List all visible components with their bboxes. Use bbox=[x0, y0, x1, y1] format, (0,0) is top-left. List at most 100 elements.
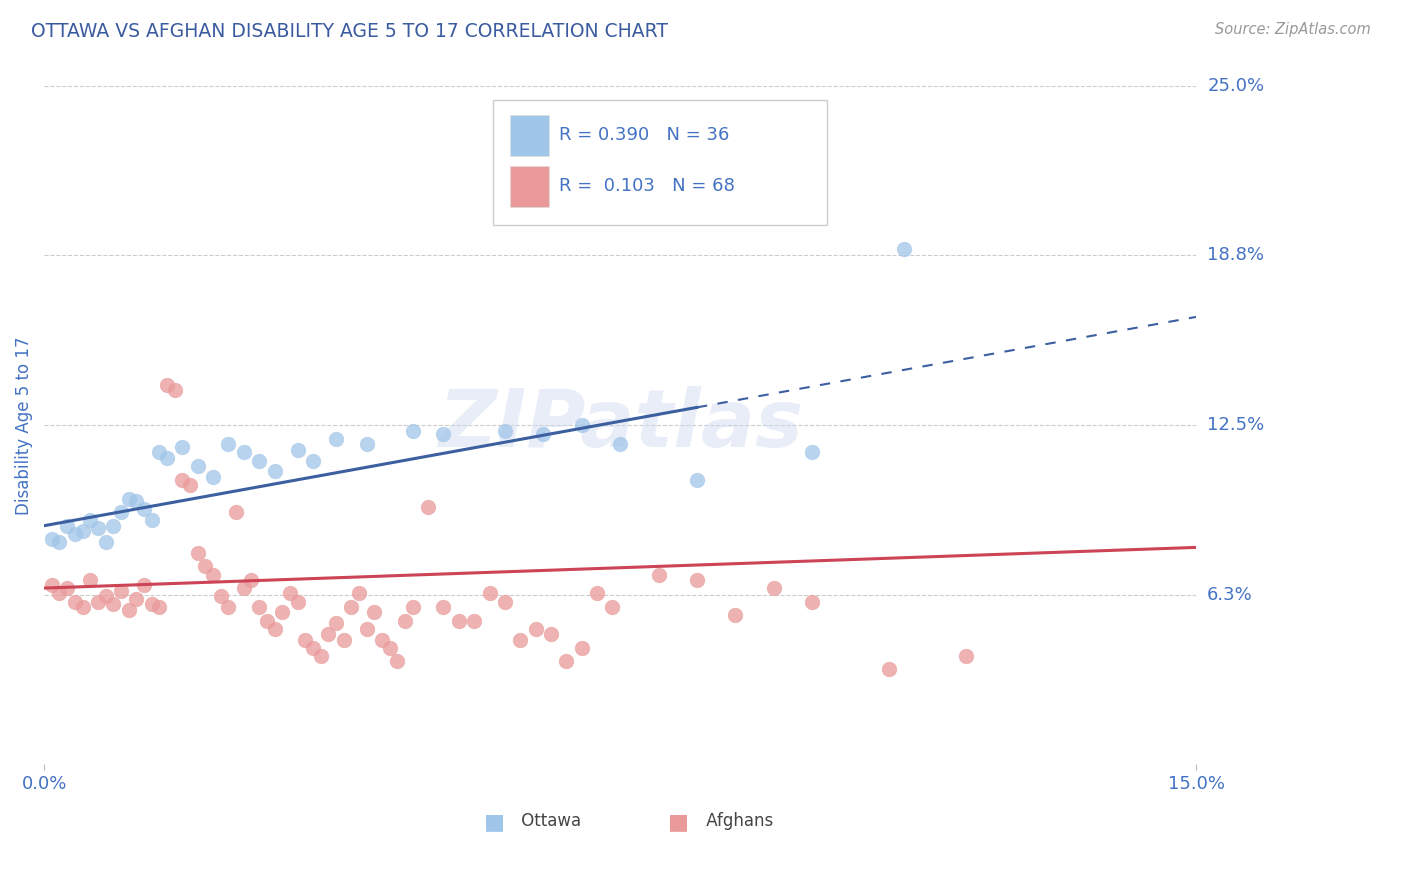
Point bbox=[447, 614, 470, 628]
Point bbox=[117, 603, 139, 617]
Point bbox=[110, 583, 132, 598]
Point bbox=[724, 608, 747, 623]
Point bbox=[132, 502, 155, 516]
Text: ZIPatlas: ZIPatlas bbox=[437, 386, 803, 465]
Point bbox=[156, 450, 179, 465]
Point bbox=[232, 581, 254, 595]
Point bbox=[187, 546, 209, 560]
Point bbox=[402, 424, 425, 438]
Point bbox=[41, 533, 63, 547]
Point bbox=[256, 614, 278, 628]
Point bbox=[79, 573, 101, 587]
Point bbox=[232, 445, 254, 459]
Text: 25.0%: 25.0% bbox=[1208, 78, 1264, 95]
Point bbox=[202, 567, 225, 582]
Point bbox=[287, 442, 309, 457]
Point bbox=[571, 418, 593, 433]
Point bbox=[72, 600, 94, 615]
Point bbox=[463, 614, 485, 628]
Point bbox=[247, 600, 270, 615]
Point bbox=[132, 578, 155, 592]
Point bbox=[432, 426, 454, 441]
Point bbox=[172, 473, 194, 487]
Point bbox=[263, 465, 285, 479]
Point bbox=[56, 518, 79, 533]
Point bbox=[72, 524, 94, 538]
Point bbox=[278, 586, 301, 600]
Y-axis label: Disability Age 5 to 17: Disability Age 5 to 17 bbox=[15, 336, 32, 515]
Point bbox=[87, 521, 110, 535]
FancyBboxPatch shape bbox=[509, 166, 548, 207]
Point bbox=[356, 437, 378, 451]
Point bbox=[117, 491, 139, 506]
Point bbox=[494, 424, 516, 438]
Point bbox=[110, 505, 132, 519]
Point bbox=[240, 573, 263, 587]
Point bbox=[801, 445, 824, 459]
Point bbox=[271, 606, 294, 620]
Point bbox=[540, 627, 562, 641]
Point bbox=[509, 632, 531, 647]
Point bbox=[325, 616, 347, 631]
Point bbox=[801, 594, 824, 608]
Point bbox=[555, 654, 578, 668]
Point bbox=[356, 622, 378, 636]
Text: Afghans: Afghans bbox=[700, 812, 773, 830]
Point bbox=[156, 377, 179, 392]
Point bbox=[287, 594, 309, 608]
Point bbox=[294, 632, 316, 647]
Point bbox=[394, 614, 416, 628]
Point bbox=[187, 458, 209, 473]
Point bbox=[340, 600, 363, 615]
Point bbox=[416, 500, 439, 514]
Point bbox=[63, 526, 86, 541]
Point bbox=[494, 594, 516, 608]
Text: 18.8%: 18.8% bbox=[1208, 245, 1264, 263]
Text: ■: ■ bbox=[484, 812, 505, 831]
Point bbox=[125, 591, 148, 606]
Point bbox=[524, 622, 547, 636]
Point bbox=[378, 640, 401, 655]
Point bbox=[586, 586, 609, 600]
FancyBboxPatch shape bbox=[494, 100, 828, 226]
Point bbox=[172, 440, 194, 454]
Text: R = 0.390   N = 36: R = 0.390 N = 36 bbox=[560, 127, 730, 145]
FancyBboxPatch shape bbox=[509, 115, 548, 156]
Point bbox=[432, 600, 454, 615]
Point bbox=[332, 632, 354, 647]
Point bbox=[371, 632, 394, 647]
Point bbox=[609, 437, 631, 451]
Point bbox=[87, 594, 110, 608]
Point bbox=[94, 589, 117, 603]
Point bbox=[686, 573, 709, 587]
Point bbox=[602, 600, 624, 615]
Point bbox=[141, 598, 163, 612]
Point bbox=[148, 600, 170, 615]
Point bbox=[571, 640, 593, 655]
Point bbox=[877, 662, 900, 676]
Point bbox=[325, 432, 347, 446]
Point bbox=[263, 622, 285, 636]
Point bbox=[363, 606, 385, 620]
Point bbox=[647, 567, 669, 582]
Point bbox=[893, 242, 915, 256]
Text: R =  0.103   N = 68: R = 0.103 N = 68 bbox=[560, 178, 735, 195]
Point bbox=[125, 494, 148, 508]
Point bbox=[217, 437, 239, 451]
Point bbox=[48, 535, 70, 549]
Point bbox=[194, 559, 217, 574]
Point bbox=[302, 640, 325, 655]
Point bbox=[478, 586, 501, 600]
Point bbox=[103, 518, 125, 533]
Point bbox=[531, 426, 554, 441]
Point bbox=[955, 648, 977, 663]
Point bbox=[762, 581, 785, 595]
Text: Ottawa: Ottawa bbox=[516, 812, 582, 830]
Point bbox=[179, 478, 201, 492]
Point bbox=[316, 627, 339, 641]
Point bbox=[103, 598, 125, 612]
Point bbox=[41, 578, 63, 592]
Point bbox=[148, 445, 170, 459]
Point bbox=[686, 473, 709, 487]
Point bbox=[247, 453, 270, 467]
